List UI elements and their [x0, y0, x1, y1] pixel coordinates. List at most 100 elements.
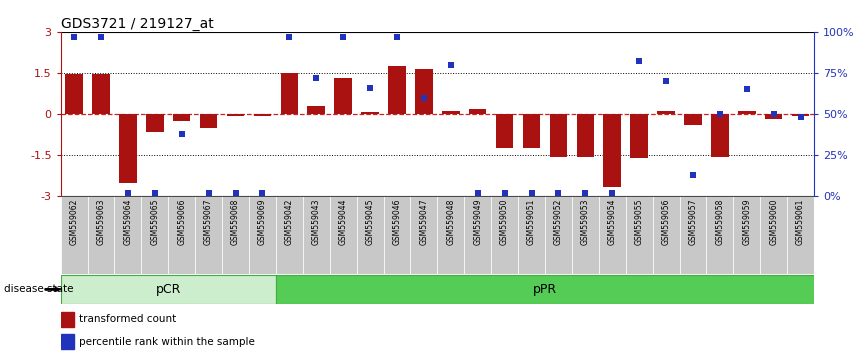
Text: GSM559045: GSM559045 — [365, 199, 375, 245]
Bar — [415, 69, 433, 114]
Point — [390, 34, 404, 40]
Bar — [254, 114, 271, 115]
FancyBboxPatch shape — [625, 196, 653, 274]
Text: GSM559046: GSM559046 — [392, 199, 402, 245]
Bar — [61, 312, 74, 327]
Text: GSM559052: GSM559052 — [554, 199, 563, 245]
Text: GSM559047: GSM559047 — [419, 199, 429, 245]
Text: GSM559060: GSM559060 — [769, 199, 779, 245]
Point — [525, 190, 539, 196]
Point — [713, 111, 727, 117]
Text: GSM559069: GSM559069 — [258, 199, 267, 245]
Bar — [792, 114, 810, 115]
FancyBboxPatch shape — [141, 196, 168, 274]
Point — [417, 95, 430, 101]
FancyBboxPatch shape — [491, 196, 518, 274]
FancyBboxPatch shape — [572, 196, 598, 274]
FancyBboxPatch shape — [168, 196, 195, 274]
Point — [148, 190, 162, 196]
Bar — [388, 66, 405, 114]
Bar — [711, 114, 728, 157]
Bar — [65, 74, 83, 114]
Point — [68, 34, 81, 40]
Text: GSM559044: GSM559044 — [339, 199, 347, 245]
Text: transformed count: transformed count — [80, 314, 177, 324]
FancyBboxPatch shape — [787, 196, 814, 274]
Point — [175, 131, 189, 137]
Text: GSM559063: GSM559063 — [96, 199, 106, 245]
Point — [229, 190, 242, 196]
FancyBboxPatch shape — [734, 196, 760, 274]
Text: GSM559057: GSM559057 — [688, 199, 697, 245]
Text: GSM559042: GSM559042 — [285, 199, 294, 245]
FancyBboxPatch shape — [680, 196, 707, 274]
FancyBboxPatch shape — [222, 196, 249, 274]
Point — [686, 172, 700, 178]
Bar — [307, 107, 325, 114]
Point — [363, 85, 377, 91]
Point — [255, 190, 269, 196]
Text: GSM559059: GSM559059 — [742, 199, 752, 245]
Bar — [281, 73, 298, 114]
Bar — [334, 79, 352, 114]
Text: GSM559055: GSM559055 — [635, 199, 643, 245]
Text: GSM559056: GSM559056 — [662, 199, 670, 245]
Text: GSM559067: GSM559067 — [204, 199, 213, 245]
Text: GSM559058: GSM559058 — [715, 199, 724, 245]
Point — [498, 190, 512, 196]
Point — [766, 111, 780, 117]
Point — [632, 59, 646, 64]
FancyBboxPatch shape — [464, 196, 491, 274]
Text: GSM559068: GSM559068 — [231, 199, 240, 245]
FancyBboxPatch shape — [598, 196, 625, 274]
Point — [793, 115, 807, 120]
Text: GSM559066: GSM559066 — [178, 199, 186, 245]
FancyBboxPatch shape — [437, 196, 464, 274]
Text: GSM559065: GSM559065 — [151, 199, 159, 245]
FancyBboxPatch shape — [384, 196, 410, 274]
Bar — [146, 114, 164, 132]
Point — [605, 190, 619, 196]
FancyBboxPatch shape — [114, 196, 141, 274]
FancyBboxPatch shape — [249, 196, 276, 274]
Bar — [61, 334, 74, 349]
Point — [202, 190, 216, 196]
Text: GSM559061: GSM559061 — [796, 199, 805, 245]
Bar — [765, 114, 782, 119]
Bar — [657, 112, 675, 114]
Point — [578, 190, 592, 196]
Point — [659, 79, 673, 84]
FancyBboxPatch shape — [518, 196, 545, 274]
FancyBboxPatch shape — [276, 275, 814, 304]
Text: GSM559049: GSM559049 — [473, 199, 482, 245]
Bar — [93, 74, 110, 114]
Text: GSM559050: GSM559050 — [500, 199, 509, 245]
Bar — [200, 114, 217, 128]
Text: GSM559051: GSM559051 — [527, 199, 536, 245]
Point — [740, 87, 753, 92]
Point — [336, 34, 350, 40]
Text: percentile rank within the sample: percentile rank within the sample — [80, 337, 255, 347]
Text: GSM559064: GSM559064 — [123, 199, 132, 245]
Text: GSM559053: GSM559053 — [581, 199, 590, 245]
Point — [94, 34, 108, 40]
FancyBboxPatch shape — [330, 196, 357, 274]
FancyBboxPatch shape — [707, 196, 734, 274]
Bar — [120, 114, 137, 183]
FancyBboxPatch shape — [760, 196, 787, 274]
Bar — [442, 112, 460, 114]
Bar — [577, 114, 594, 157]
Bar — [550, 114, 567, 157]
Bar — [684, 114, 701, 125]
Text: GSM559048: GSM559048 — [446, 199, 456, 245]
Text: pPR: pPR — [533, 283, 557, 296]
Text: GSM559062: GSM559062 — [69, 199, 79, 245]
Point — [121, 190, 135, 196]
Text: pCR: pCR — [156, 283, 181, 296]
Bar — [173, 114, 191, 121]
Bar — [523, 114, 540, 148]
FancyBboxPatch shape — [195, 196, 222, 274]
Point — [471, 190, 485, 196]
FancyBboxPatch shape — [303, 196, 330, 274]
FancyBboxPatch shape — [357, 196, 384, 274]
